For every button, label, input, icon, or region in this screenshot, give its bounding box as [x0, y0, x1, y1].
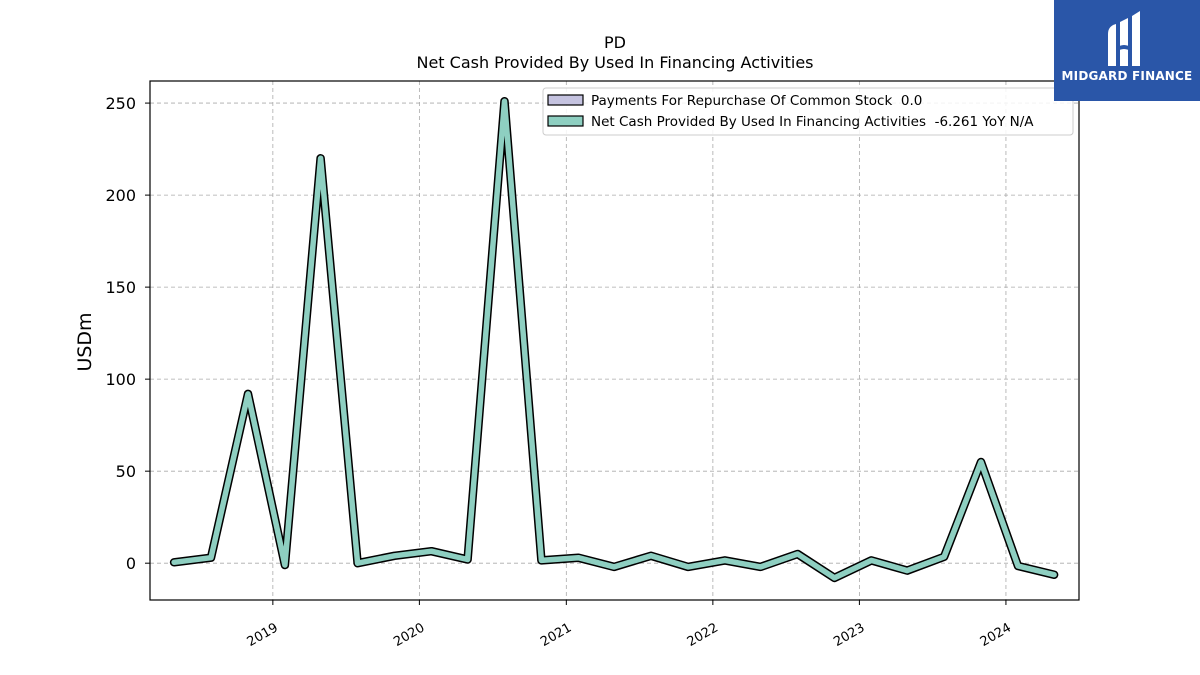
- legend-swatch-repurchase: [547, 94, 584, 106]
- legend-label-financing: Net Cash Provided By Used In Financing A…: [591, 114, 1034, 130]
- y-tick-label: 250: [105, 94, 136, 113]
- plot-frame: [149, 80, 1080, 601]
- x-tick-label: 2022: [685, 620, 721, 650]
- series-line-1: [171, 98, 1057, 581]
- legend-box: [542, 87, 1074, 136]
- y-tick-label: 200: [105, 186, 136, 205]
- brand-logo: MIDGARD FINANCE: [1054, 0, 1200, 101]
- logo-text: MIDGARD FINANCE: [1061, 69, 1193, 83]
- x-tick-label: 2019: [245, 620, 281, 650]
- legend-swatch-financing: [547, 115, 584, 127]
- x-tick-label: 2023: [831, 620, 867, 650]
- y-tick-label: 50: [116, 462, 136, 481]
- y-ticks: 0 50 100 150 200 250: [105, 94, 150, 573]
- y-tick-label: 0: [126, 554, 136, 573]
- chart-title: PD: [604, 33, 626, 52]
- y-axis-label: USDm: [74, 312, 96, 371]
- logo-mark-icon: [1108, 11, 1140, 66]
- grid: [150, 81, 1079, 600]
- legend-label-repurchase: Payments For Repurchase Of Common Stock …: [591, 93, 922, 109]
- x-tick-label: 2021: [538, 620, 574, 650]
- y-tick-label: 100: [105, 370, 136, 389]
- x-ticks: 2019 2020 2021 2022 2023 2024: [245, 600, 1014, 650]
- legend: Payments For Repurchase Of Common Stock …: [542, 87, 1074, 136]
- x-tick-label: 2020: [391, 620, 427, 650]
- series-layer: [169, 96, 1059, 583]
- y-tick-label: 150: [105, 278, 136, 297]
- x-tick-label: 2024: [978, 620, 1014, 650]
- chart-subtitle: Net Cash Provided By Used In Financing A…: [416, 53, 813, 72]
